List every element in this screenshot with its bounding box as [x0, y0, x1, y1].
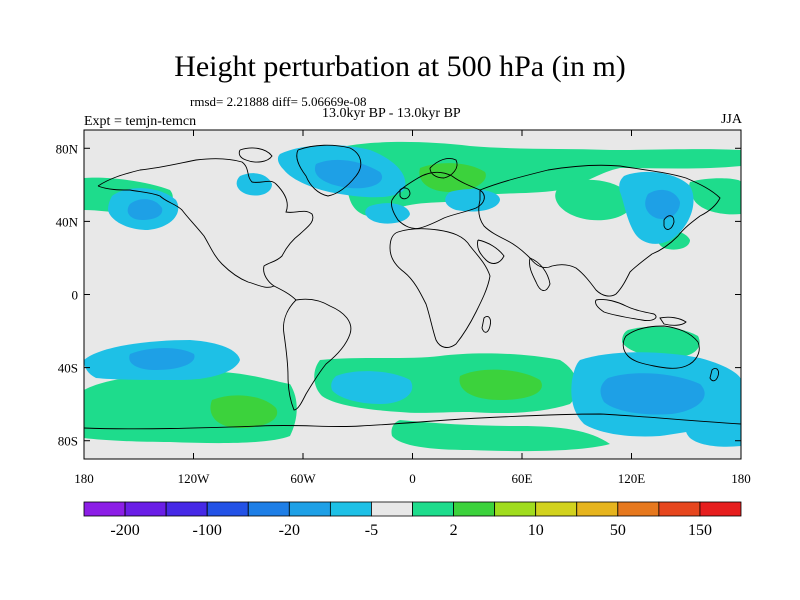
colorbar-box [617, 501, 660, 517]
colorbar-box [494, 501, 537, 517]
lat-tick-label: 80N [56, 141, 79, 156]
stats-line: rmsd= 2.21888 diff= 5.06669e-08 [190, 94, 367, 109]
colorbar-label: -20 [279, 522, 300, 539]
negative-region-siberia [445, 189, 500, 212]
coast-japan [663, 215, 675, 230]
positive-region-south-pacific-core [210, 395, 278, 428]
colorbar-box [412, 501, 454, 517]
colorbar-box [535, 501, 578, 517]
lon-tick-label: 60W [290, 471, 316, 486]
coastlines [83, 144, 742, 430]
colorbar-box [576, 501, 619, 517]
colorbar-label: -200 [110, 522, 139, 539]
coast-arctic-islands [238, 147, 273, 163]
coast-asia [478, 164, 721, 297]
coast-madagascar [481, 315, 491, 333]
colorbar-box [453, 501, 496, 517]
coast-central-america [273, 285, 297, 301]
colorbar-label: 10 [528, 522, 544, 539]
lat-tick-label: 0 [72, 288, 79, 303]
colorbar-label: 150 [688, 522, 712, 539]
lon-tick-label: 180 [731, 471, 751, 486]
period-label: 13.0kyr BP - 13.0kyr BP [322, 106, 461, 121]
colorbar-label: 2 [450, 522, 458, 539]
coast-uk [399, 187, 411, 200]
experiment-label: Expt = temjn-temcn [84, 114, 197, 129]
plot-title: Height perturbation at 500 hPa (in m) [174, 50, 626, 83]
coast-europe [391, 171, 485, 229]
colorbar-label: -5 [365, 522, 378, 539]
lon-tick-label: 120E [618, 471, 646, 486]
colorbar-label: -100 [193, 522, 222, 539]
colorbar-label: 50 [610, 522, 626, 539]
negative-region-greenland-core [314, 159, 383, 189]
negative-region-northeast-asia-core [645, 189, 680, 220]
coast-new-guinea [659, 316, 687, 326]
coast-new-zealand [709, 367, 719, 382]
anomaly-fields [84, 141, 741, 452]
colorbar-box [371, 501, 413, 517]
negative-region-north-atlantic [365, 203, 410, 224]
colorbar-box [247, 501, 290, 517]
colorbar-box [658, 501, 701, 517]
colorbar-box [288, 501, 331, 517]
positive-region-nepacific [689, 178, 741, 215]
coast-greenland [296, 144, 362, 197]
colorbar-box [83, 501, 126, 517]
colorbar-box [699, 501, 742, 517]
colorbar-box [165, 501, 208, 517]
negative-region-north-pacific-core [127, 199, 163, 220]
season-label: JJA [720, 112, 742, 127]
colorbar-boxes [83, 501, 742, 517]
positive-region-antarctic [391, 420, 610, 452]
negative-region-south-atlantic-west [331, 371, 413, 404]
colorbar-box [206, 501, 249, 517]
positive-region-asia [555, 179, 633, 221]
negative-region-south-indian-core [600, 373, 705, 415]
negative-region-south-pacific-core [129, 348, 195, 370]
positive-region-australia [622, 326, 700, 358]
coast-australia [622, 325, 700, 369]
coast-arabia [477, 239, 505, 264]
colorbar-box [124, 501, 167, 517]
colorbar-labels: -200 -100 -20 -5 2 10 50 150 [110, 522, 712, 539]
lat-tick-label: 40S [58, 361, 78, 376]
positive-region-greenland-north [330, 141, 741, 217]
coast-north-america [97, 158, 314, 288]
lon-tick-label: 180 [74, 471, 94, 486]
negative-region-hudson [236, 173, 272, 196]
lat-tick-label: 80S [58, 434, 78, 449]
coast-antarctica [83, 413, 742, 430]
colorbar-box [329, 501, 372, 517]
positive-region-europe [419, 163, 486, 192]
coast-south-america [283, 298, 352, 411]
coast-india [529, 257, 551, 291]
coast-scandinavia [429, 157, 458, 179]
lon-tick-label: 120W [178, 471, 211, 486]
lat-tick-label: 40N [56, 214, 79, 229]
longitude-axis: 180 120W 60W 0 60E 120E 180 [74, 130, 751, 486]
coast-africa [389, 228, 491, 348]
lon-tick-label: 60E [512, 471, 533, 486]
latitude-axis: 80N 40N 0 40S 80S [56, 141, 741, 449]
coast-southeast-asia-islands [595, 299, 657, 321]
positive-region-south-atlantic-core [459, 369, 542, 400]
lon-tick-label: 0 [409, 471, 416, 486]
negative-region-antarctic-east [685, 417, 741, 447]
